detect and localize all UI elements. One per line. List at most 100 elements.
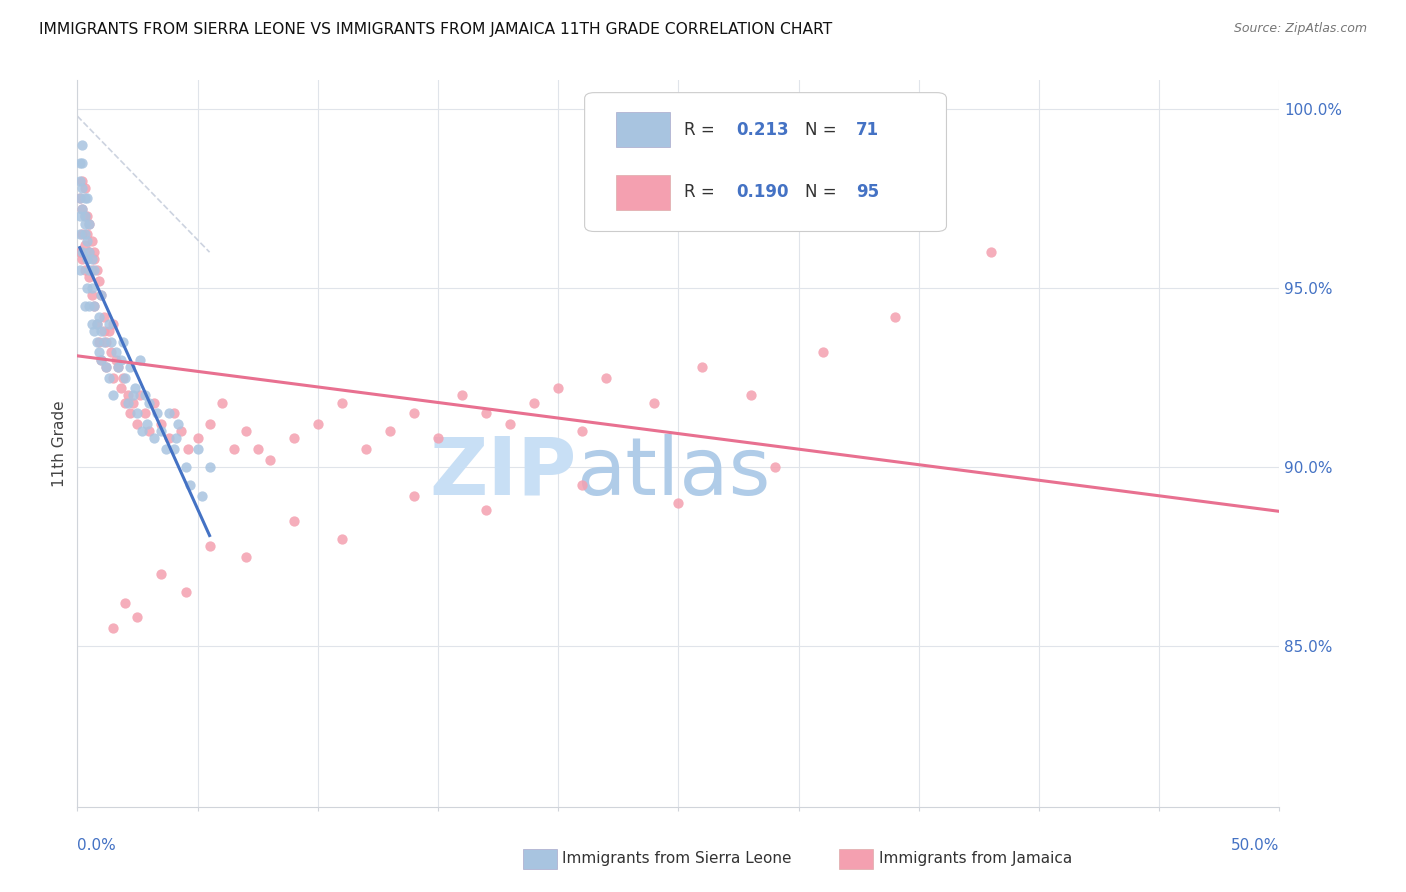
Point xyxy=(114,370,136,384)
Point xyxy=(307,417,329,431)
Point xyxy=(87,334,110,349)
FancyBboxPatch shape xyxy=(616,112,671,147)
Text: IMMIGRANTS FROM SIERRA LEONE VS IMMIGRANTS FROM JAMAICA 11TH GRADE CORRELATION C: IMMIGRANTS FROM SIERRA LEONE VS IMMIGRAN… xyxy=(39,22,832,37)
Point xyxy=(79,217,101,231)
Point xyxy=(76,281,98,295)
Point xyxy=(90,324,112,338)
Point xyxy=(259,453,281,467)
Point xyxy=(73,227,96,242)
Point xyxy=(162,406,184,420)
Point xyxy=(571,478,593,492)
Text: R =: R = xyxy=(685,183,720,202)
Point xyxy=(79,245,101,260)
Point xyxy=(128,352,150,367)
Point xyxy=(110,381,132,395)
Point xyxy=(96,359,118,374)
Text: N =: N = xyxy=(804,120,842,139)
Point xyxy=(73,210,96,224)
Point xyxy=(811,345,834,359)
Point xyxy=(120,406,142,420)
Point xyxy=(70,202,93,217)
Point xyxy=(76,252,98,267)
Point xyxy=(883,310,905,324)
Point xyxy=(73,210,96,224)
Point xyxy=(114,395,136,409)
Point xyxy=(174,585,197,599)
Point xyxy=(104,352,127,367)
Point xyxy=(79,299,101,313)
Point xyxy=(90,352,112,367)
Point xyxy=(111,334,134,349)
Text: R =: R = xyxy=(685,120,720,139)
Point xyxy=(103,370,125,384)
Point xyxy=(283,431,305,445)
Point xyxy=(643,395,665,409)
Point xyxy=(79,245,101,260)
Point xyxy=(73,217,96,231)
Point xyxy=(128,388,150,402)
Point xyxy=(162,442,184,457)
Point xyxy=(523,395,546,409)
Point xyxy=(70,227,93,242)
Point xyxy=(283,514,305,528)
Point xyxy=(79,270,101,285)
FancyBboxPatch shape xyxy=(616,175,671,210)
Point xyxy=(83,299,105,313)
FancyBboxPatch shape xyxy=(585,93,946,232)
Text: 95: 95 xyxy=(856,183,879,202)
Point xyxy=(70,202,93,217)
Point xyxy=(134,406,156,420)
Point xyxy=(114,596,136,610)
Point xyxy=(96,359,118,374)
Point xyxy=(330,532,353,546)
Point xyxy=(692,359,714,374)
Point xyxy=(402,489,425,503)
Point xyxy=(127,417,149,431)
Point xyxy=(70,180,93,194)
Point xyxy=(136,417,159,431)
Point xyxy=(90,288,112,302)
Text: 71: 71 xyxy=(856,120,879,139)
Point xyxy=(235,549,257,564)
Point xyxy=(70,137,93,152)
Point xyxy=(134,388,156,402)
Point xyxy=(143,431,166,445)
Point xyxy=(157,431,180,445)
Point xyxy=(76,235,98,249)
Point xyxy=(547,381,569,395)
Point xyxy=(121,395,143,409)
Text: N =: N = xyxy=(804,183,842,202)
Point xyxy=(69,210,91,224)
Point xyxy=(73,238,96,252)
Point xyxy=(93,310,115,324)
Point xyxy=(69,173,91,187)
Point xyxy=(740,388,762,402)
Text: Immigrants from Jamaica: Immigrants from Jamaica xyxy=(879,851,1071,865)
Point xyxy=(124,381,146,395)
Point xyxy=(117,388,139,402)
Point xyxy=(83,299,105,313)
Text: atlas: atlas xyxy=(576,434,770,512)
Point xyxy=(76,191,98,205)
Point xyxy=(76,252,98,267)
Text: 0.190: 0.190 xyxy=(737,183,789,202)
Point xyxy=(100,345,122,359)
Point xyxy=(104,345,127,359)
Point xyxy=(93,324,115,338)
Point xyxy=(69,227,91,242)
Point xyxy=(980,245,1002,260)
Point xyxy=(222,442,245,457)
Point xyxy=(110,352,132,367)
Point xyxy=(475,503,498,517)
Point xyxy=(70,245,93,260)
Point xyxy=(69,191,91,205)
Point xyxy=(90,288,112,302)
Point xyxy=(157,406,180,420)
Point xyxy=(69,245,91,260)
Point xyxy=(93,334,115,349)
Y-axis label: 11th Grade: 11th Grade xyxy=(52,401,67,487)
Text: 0.0%: 0.0% xyxy=(77,838,117,853)
Point xyxy=(170,424,193,438)
Point xyxy=(150,424,173,438)
Point xyxy=(86,317,108,331)
